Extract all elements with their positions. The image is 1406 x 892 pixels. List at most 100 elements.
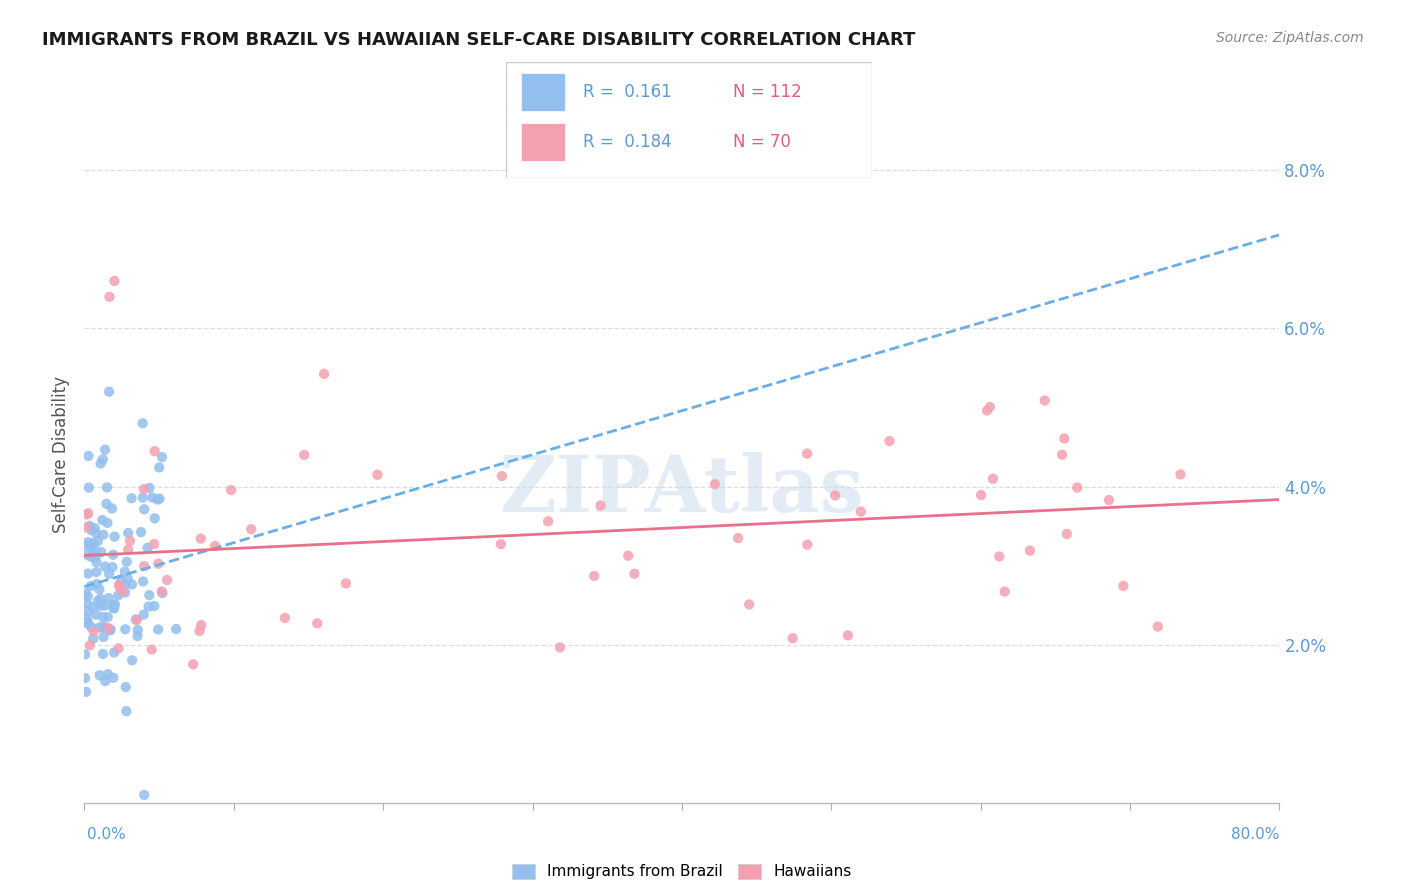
- Point: [146, 623, 169, 637]
- Point: [100, 623, 122, 637]
- Point: [782, 632, 804, 646]
- Point: [1098, 493, 1121, 508]
- Point: [75, 648, 97, 662]
- Point: [76, 508, 98, 522]
- Point: [75, 685, 97, 699]
- Point: [879, 434, 901, 448]
- Point: [89, 620, 111, 634]
- Point: [77, 566, 100, 581]
- Point: [90, 457, 112, 471]
- Point: [141, 642, 163, 657]
- Point: [143, 537, 166, 551]
- Point: [103, 598, 125, 612]
- Point: [190, 532, 212, 546]
- Point: [82, 600, 104, 615]
- Bar: [520, 123, 565, 161]
- Point: [988, 549, 1011, 564]
- Point: [107, 641, 129, 656]
- Point: [76, 615, 98, 630]
- Point: [80, 540, 103, 554]
- Point: [125, 612, 148, 626]
- Point: [115, 555, 138, 569]
- Point: [121, 491, 143, 506]
- Point: [491, 469, 513, 483]
- Point: [108, 580, 131, 594]
- Point: [146, 492, 169, 507]
- Point: [98, 566, 121, 581]
- Point: [738, 598, 761, 612]
- Point: [537, 514, 560, 528]
- Point: [117, 542, 139, 557]
- Point: [118, 533, 141, 548]
- Point: [121, 653, 143, 667]
- Point: [583, 569, 606, 583]
- Point: [80, 549, 103, 564]
- Text: Source: ZipAtlas.com: Source: ZipAtlas.com: [1216, 31, 1364, 45]
- Point: [143, 599, 166, 613]
- Point: [98, 384, 121, 399]
- Point: [1050, 448, 1073, 462]
- Point: [132, 491, 155, 505]
- Point: [366, 467, 388, 482]
- Text: R =  0.161: R = 0.161: [583, 83, 672, 101]
- Point: [127, 629, 149, 643]
- Point: [849, 505, 872, 519]
- Point: [188, 624, 211, 638]
- Point: [98, 624, 121, 638]
- Text: N = 112: N = 112: [733, 83, 801, 101]
- Point: [127, 623, 149, 637]
- Point: [103, 645, 125, 659]
- Point: [91, 452, 114, 467]
- Point: [1033, 393, 1056, 408]
- Text: ZIPAtlas: ZIPAtlas: [499, 451, 865, 528]
- Point: [121, 577, 143, 591]
- Point: [292, 448, 315, 462]
- Point: [84, 543, 107, 558]
- Point: [107, 588, 129, 602]
- Point: [138, 588, 160, 602]
- Point: [148, 491, 170, 506]
- Point: [89, 599, 111, 613]
- Point: [219, 483, 242, 497]
- Point: [141, 491, 163, 505]
- Point: [89, 668, 111, 682]
- Point: [75, 539, 97, 553]
- Point: [994, 584, 1017, 599]
- Point: [76, 616, 98, 631]
- Point: [104, 598, 127, 612]
- Point: [132, 574, 155, 589]
- Point: [190, 618, 212, 632]
- Point: [89, 582, 111, 597]
- Point: [87, 593, 110, 607]
- Point: [94, 673, 117, 688]
- Point: [98, 290, 121, 304]
- Point: [96, 480, 118, 494]
- Point: [152, 586, 174, 600]
- Point: [114, 565, 136, 579]
- Point: [489, 537, 512, 551]
- Point: [117, 571, 139, 585]
- Point: [134, 559, 156, 574]
- Text: IMMIGRANTS FROM BRAZIL VS HAWAIIAN SELF-CARE DISABILITY CORRELATION CHART: IMMIGRANTS FROM BRAZIL VS HAWAIIAN SELF-…: [42, 31, 915, 49]
- Text: R =  0.184: R = 0.184: [583, 133, 672, 151]
- Point: [1066, 481, 1088, 495]
- Point: [136, 541, 159, 555]
- Point: [143, 511, 166, 525]
- Point: [335, 576, 357, 591]
- Point: [1019, 543, 1042, 558]
- Point: [115, 704, 138, 718]
- Point: [77, 506, 100, 520]
- Point: [134, 788, 156, 802]
- Point: [1146, 619, 1168, 633]
- Point: [703, 477, 725, 491]
- Point: [76, 589, 98, 603]
- Point: [82, 632, 104, 646]
- Point: [981, 472, 1004, 486]
- Point: [165, 622, 187, 636]
- Point: [80, 523, 103, 537]
- Point: [103, 601, 125, 615]
- Point: [91, 513, 114, 527]
- Point: [111, 584, 134, 599]
- Point: [796, 538, 818, 552]
- Point: [138, 599, 160, 614]
